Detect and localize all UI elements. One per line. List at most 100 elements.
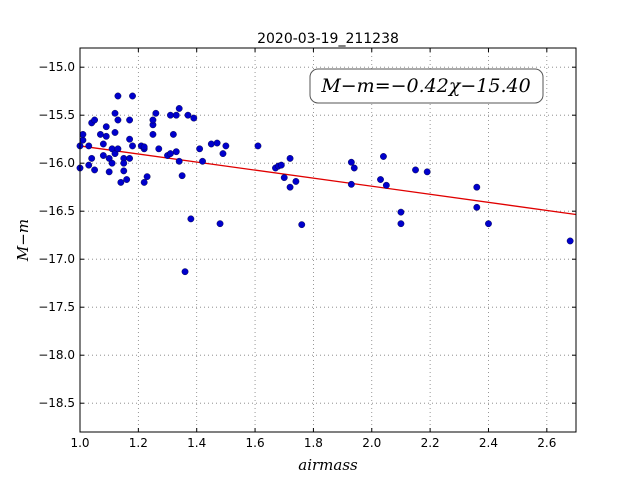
data-point <box>143 173 151 181</box>
data-point <box>219 150 227 158</box>
data-point <box>187 215 195 223</box>
data-point <box>123 176 131 183</box>
y-tick-label: −18.0 <box>38 348 75 362</box>
x-tick-label: 2.4 <box>479 436 498 450</box>
x-tick-label: 2.0 <box>362 436 381 450</box>
data-point <box>254 142 262 150</box>
data-point <box>181 268 189 276</box>
x-axis-label: airmass <box>298 456 358 474</box>
y-tick-label: −15.5 <box>38 108 75 122</box>
tick-labels: 1.0 1.2 1.4 1.6 1.8 2.0 2.2 2.4 2.6 −15.0 −15.5 −16… <box>38 60 556 450</box>
y-tick-label: −17.0 <box>38 252 75 266</box>
data-point <box>292 178 300 185</box>
data-point <box>114 92 122 100</box>
data-point <box>412 166 419 174</box>
data-point <box>149 116 157 124</box>
data-point <box>172 111 180 119</box>
data-point <box>175 157 183 165</box>
data-point <box>126 116 134 124</box>
data-point <box>99 140 107 148</box>
data-point <box>88 154 96 162</box>
data-point <box>172 148 180 156</box>
data-point <box>184 111 192 119</box>
data-point <box>169 130 177 138</box>
data-point <box>207 140 215 148</box>
data-point <box>91 166 98 174</box>
data-point <box>120 159 128 167</box>
data-point <box>126 135 134 143</box>
data-point <box>108 159 116 167</box>
data-point <box>105 168 113 176</box>
data-point <box>129 142 136 150</box>
data-point <box>140 178 148 186</box>
data-point <box>199 157 206 165</box>
data-point <box>473 203 481 211</box>
data-point <box>79 130 87 138</box>
data-point <box>423 168 431 176</box>
data-point <box>196 145 204 153</box>
points-layer <box>76 92 574 276</box>
data-point <box>178 172 186 180</box>
x-tick-label: 1.8 <box>304 436 323 450</box>
plot-frame <box>79 47 577 433</box>
data-point <box>167 150 174 158</box>
data-point <box>102 123 110 131</box>
data-point <box>114 116 122 124</box>
x-tick-label: 1.4 <box>187 436 206 450</box>
y-tick-label: −18.5 <box>38 396 75 410</box>
y-tick-label: −17.5 <box>38 300 75 314</box>
data-point <box>114 145 122 153</box>
x-tick-label: 1.2 <box>129 436 148 450</box>
data-point <box>111 129 119 136</box>
data-point <box>216 220 224 228</box>
data-point <box>286 154 294 162</box>
x-tick-label: 2.2 <box>421 436 440 450</box>
data-point <box>213 139 221 147</box>
data-point <box>380 153 387 160</box>
ticks <box>79 48 576 432</box>
equation-box: M−m=−0.42χ−15.40 <box>309 68 544 104</box>
data-point <box>397 208 405 216</box>
equation-text: M−m=−0.42χ−15.40 <box>320 75 530 97</box>
data-point <box>85 142 93 150</box>
y-axis-label: M−m <box>14 219 32 262</box>
data-point <box>155 145 163 153</box>
data-point <box>286 183 294 191</box>
data-point <box>79 136 87 144</box>
fit-line-layer <box>79 145 577 216</box>
data-point <box>85 161 93 169</box>
data-point <box>397 220 405 228</box>
data-point <box>377 176 384 183</box>
data-point <box>190 114 198 122</box>
x-tick-label: 1.0 <box>70 436 89 450</box>
data-point <box>350 164 358 172</box>
data-point <box>97 130 104 138</box>
data-point <box>485 220 492 228</box>
data-point <box>175 105 183 112</box>
data-point <box>152 109 160 117</box>
data-point <box>129 92 136 100</box>
data-point <box>222 142 230 150</box>
data-point <box>91 116 98 124</box>
equation-box-frame <box>309 68 544 104</box>
data-point <box>126 154 134 162</box>
data-point <box>111 109 119 117</box>
data-point <box>99 152 107 159</box>
data-point <box>473 183 481 191</box>
grid <box>80 48 576 432</box>
data-point <box>120 167 128 175</box>
fit-line <box>79 145 577 216</box>
y-tick-label: −16.5 <box>38 204 75 218</box>
y-tick-label: −15.0 <box>38 60 75 74</box>
data-point <box>102 132 110 140</box>
data-point <box>140 143 148 151</box>
data-point <box>298 221 306 229</box>
data-point <box>117 178 125 186</box>
x-tick-label: 2.6 <box>537 436 556 450</box>
data-point <box>347 158 355 166</box>
data-point <box>280 174 288 182</box>
data-point <box>347 180 355 188</box>
y-tick-label: −16.0 <box>38 156 75 170</box>
data-point <box>566 237 574 245</box>
